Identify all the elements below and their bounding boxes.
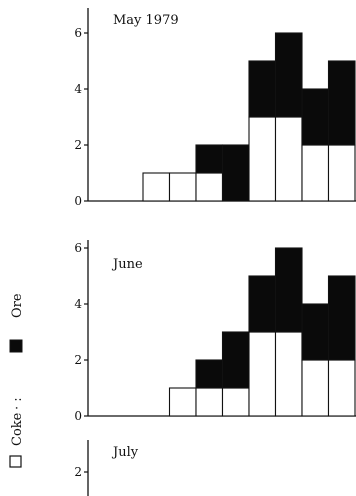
bar-ore (327, 275, 356, 361)
bar-coke (274, 331, 303, 417)
panels: 0 2 4 6 May 1979 0 2 4 6 June 2 July (74, 8, 356, 496)
bar-coke (248, 116, 277, 202)
panel-1: 0 2 4 6 June (74, 240, 356, 423)
bar-coke (221, 387, 250, 417)
panel-title: May 1979 (113, 13, 179, 28)
y-tick-label: 2 (74, 138, 82, 152)
legend-swatch-coke (9, 455, 22, 468)
panel-title: June (111, 257, 143, 272)
y-tick-label: 6 (74, 26, 82, 40)
legend-label-ore: Ore (10, 293, 25, 318)
bar-ore (274, 32, 303, 118)
bar-coke (168, 387, 197, 417)
y-tick-label: 4 (74, 297, 82, 311)
bar-coke (195, 172, 224, 202)
bar-coke (168, 172, 197, 202)
panel-0: 0 2 4 6 May 1979 (74, 8, 356, 208)
bar-coke (274, 116, 303, 202)
y-tick-label: 0 (74, 409, 82, 423)
legend-swatch-ore (9, 339, 23, 353)
y-tick-label: 4 (74, 82, 82, 96)
legend: Coke · : Ore (9, 293, 25, 468)
bar-ore (327, 60, 356, 146)
bar-ore (195, 144, 224, 174)
bar-coke (248, 331, 277, 417)
bar-coke (301, 359, 330, 417)
bar-ore (248, 60, 277, 118)
bar-ore (221, 331, 250, 389)
panel-title: July (111, 445, 139, 460)
y-tick-label: 2 (74, 353, 82, 367)
bar-coke (327, 144, 356, 202)
panel-2: 2 July (74, 440, 139, 496)
bar-coke (327, 359, 356, 417)
bar-coke (301, 144, 330, 202)
bar-ore (195, 359, 224, 389)
y-tick-label: 2 (74, 465, 82, 479)
bar-coke (142, 172, 171, 202)
bar-ore (274, 247, 303, 333)
bar-ore (221, 144, 250, 202)
bar-ore (301, 88, 330, 146)
y-tick-label: 6 (74, 241, 82, 255)
y-tick-label: 0 (74, 194, 82, 208)
legend-label-coke-mark: · : (10, 397, 25, 410)
bar-ore (301, 303, 330, 361)
legend-label-coke: Coke (10, 412, 25, 446)
bar-coke (195, 387, 224, 417)
bar-ore (248, 275, 277, 333)
